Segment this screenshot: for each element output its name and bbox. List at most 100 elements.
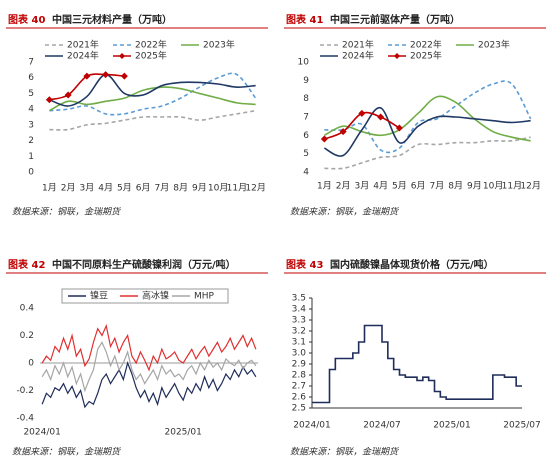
x-tick-label: 4月 [373, 181, 388, 192]
source-note: 数据来源：钢联，金瑞期货 [12, 207, 122, 218]
legend-label: 2021年 [67, 39, 99, 51]
x-tick-label: 1月 [42, 183, 57, 194]
series-line [323, 107, 531, 157]
x-tick-label: 10月 [208, 183, 228, 194]
x-tick-label: 5月 [117, 183, 132, 194]
legend-label: 高冰镍 [142, 290, 169, 302]
x-tick-label: 3月 [80, 183, 95, 194]
y-tick-label: 3.5 [292, 294, 306, 304]
x-tick-label: 7月 [430, 181, 445, 192]
x-tick-label: 1月 [317, 181, 332, 192]
series-line [48, 86, 256, 112]
y-tick-label: 0 [28, 359, 34, 369]
legend-label: 2022年 [135, 39, 167, 51]
point-marker [83, 72, 91, 80]
series-line [49, 109, 256, 131]
y-tick-label: 2.9 [292, 360, 307, 370]
y-tick-label: 3.3 [292, 316, 306, 326]
y-tick-label: 0.4 [20, 304, 35, 314]
x-tick-label: 5月 [392, 181, 407, 192]
legend-label: 2022年 [410, 39, 442, 51]
point-marker [120, 72, 128, 80]
x-tick-label: 12月 [520, 181, 540, 192]
point-marker [395, 124, 403, 132]
series-line [312, 324, 522, 404]
x-tick-label: 11月 [227, 183, 247, 194]
y-tick-label: 3 [28, 120, 34, 130]
y-tick-label: 3.1 [292, 338, 306, 348]
y-tick-label: 7 [28, 58, 34, 68]
x-tick-label: 9月 [467, 181, 482, 192]
y-tick-label: 5 [28, 89, 34, 99]
figure-label: 图表 43 [286, 258, 323, 271]
x-tick-label: 2025/07 [503, 421, 540, 431]
figure-title: 中国不同原料生产硫酸镍利润（万元/吨） [52, 258, 236, 271]
x-tick-label: 6月 [411, 181, 426, 192]
y-tick-label: 3.4 [292, 305, 307, 315]
figure-title: 中国三元前驱体产量（万吨） [330, 13, 460, 26]
x-tick-label: 12月 [245, 183, 265, 194]
x-tick-label: 2025/01 [165, 428, 202, 438]
point-marker [64, 91, 72, 99]
y-tick-label: 7 [303, 113, 309, 123]
y-tick-label: 4 [303, 168, 309, 178]
legend-label: 2024年 [342, 50, 374, 62]
y-tick-label: 2.5 [292, 404, 306, 414]
x-tick-label: 2024/01 [23, 428, 60, 438]
y-tick-label: 2.6 [292, 393, 307, 403]
series-line [324, 80, 532, 154]
y-tick-label: 10 [298, 58, 310, 68]
legend-box [61, 288, 229, 304]
figure-label: 图表 42 [8, 258, 45, 271]
x-tick-label: 2月 [61, 183, 76, 194]
figure-title: 国内硫酸镍晶体现货价格（万元/吨） [330, 258, 494, 271]
figure-label: 图表 40 [8, 13, 45, 26]
y-tick-label: 0 [28, 168, 34, 178]
y-tick-label: 0.2 [20, 331, 34, 341]
series-line [41, 341, 257, 393]
figure-label: 图表 41 [286, 13, 323, 26]
series-line [49, 73, 256, 107]
y-tick-label: 3.0 [292, 349, 307, 359]
figure-title: 中国三元材料产量（万吨） [52, 13, 172, 26]
x-tick-label: 7月 [155, 183, 170, 194]
y-tick-label: 6 [28, 73, 34, 83]
legend-label: 2023年 [478, 39, 510, 51]
x-tick-label: 9月 [192, 183, 207, 194]
x-tick-label: 2024/07 [363, 421, 400, 431]
series-line [49, 72, 257, 116]
x-tick-label: 10月 [483, 181, 503, 192]
series-line [41, 361, 257, 409]
x-tick-label: 2024/01 [293, 421, 330, 431]
x-tick-label: 8月 [448, 181, 463, 192]
legend-marker [394, 53, 400, 59]
legend-label: 2023年 [203, 39, 235, 51]
y-tick-label: 8 [303, 94, 309, 104]
y-tick-label: 3.2 [292, 327, 306, 337]
x-tick-label: 6月 [136, 183, 151, 194]
y-tick-label: 4 [28, 105, 34, 115]
x-tick-label: 8月 [173, 183, 188, 194]
y-tick-label: 6 [303, 131, 309, 141]
x-tick-label: 2月 [336, 181, 351, 192]
series-line [41, 323, 257, 372]
legend-label: 2021年 [342, 39, 374, 51]
point-marker [45, 96, 53, 104]
legend-label: 2024年 [67, 50, 99, 62]
y-tick-label: -0.4 [16, 414, 34, 424]
point-marker [320, 135, 328, 143]
legend-label: MHP [194, 292, 215, 302]
y-tick-label: -0.2 [16, 386, 34, 396]
legend-label: 2025年 [410, 50, 442, 62]
point-marker [377, 113, 385, 121]
series-line [324, 136, 531, 170]
x-tick-label: 3月 [355, 181, 370, 192]
legend-label: 2025年 [135, 50, 167, 62]
point-marker [358, 109, 366, 117]
y-tick-label: 1 [28, 152, 34, 162]
y-tick-label: 2.7 [292, 382, 306, 392]
y-tick-label: 2 [28, 136, 34, 146]
source-note: 数据来源：钢联，金瑞期货 [12, 447, 122, 457]
y-tick-label: 2.8 [292, 371, 307, 381]
